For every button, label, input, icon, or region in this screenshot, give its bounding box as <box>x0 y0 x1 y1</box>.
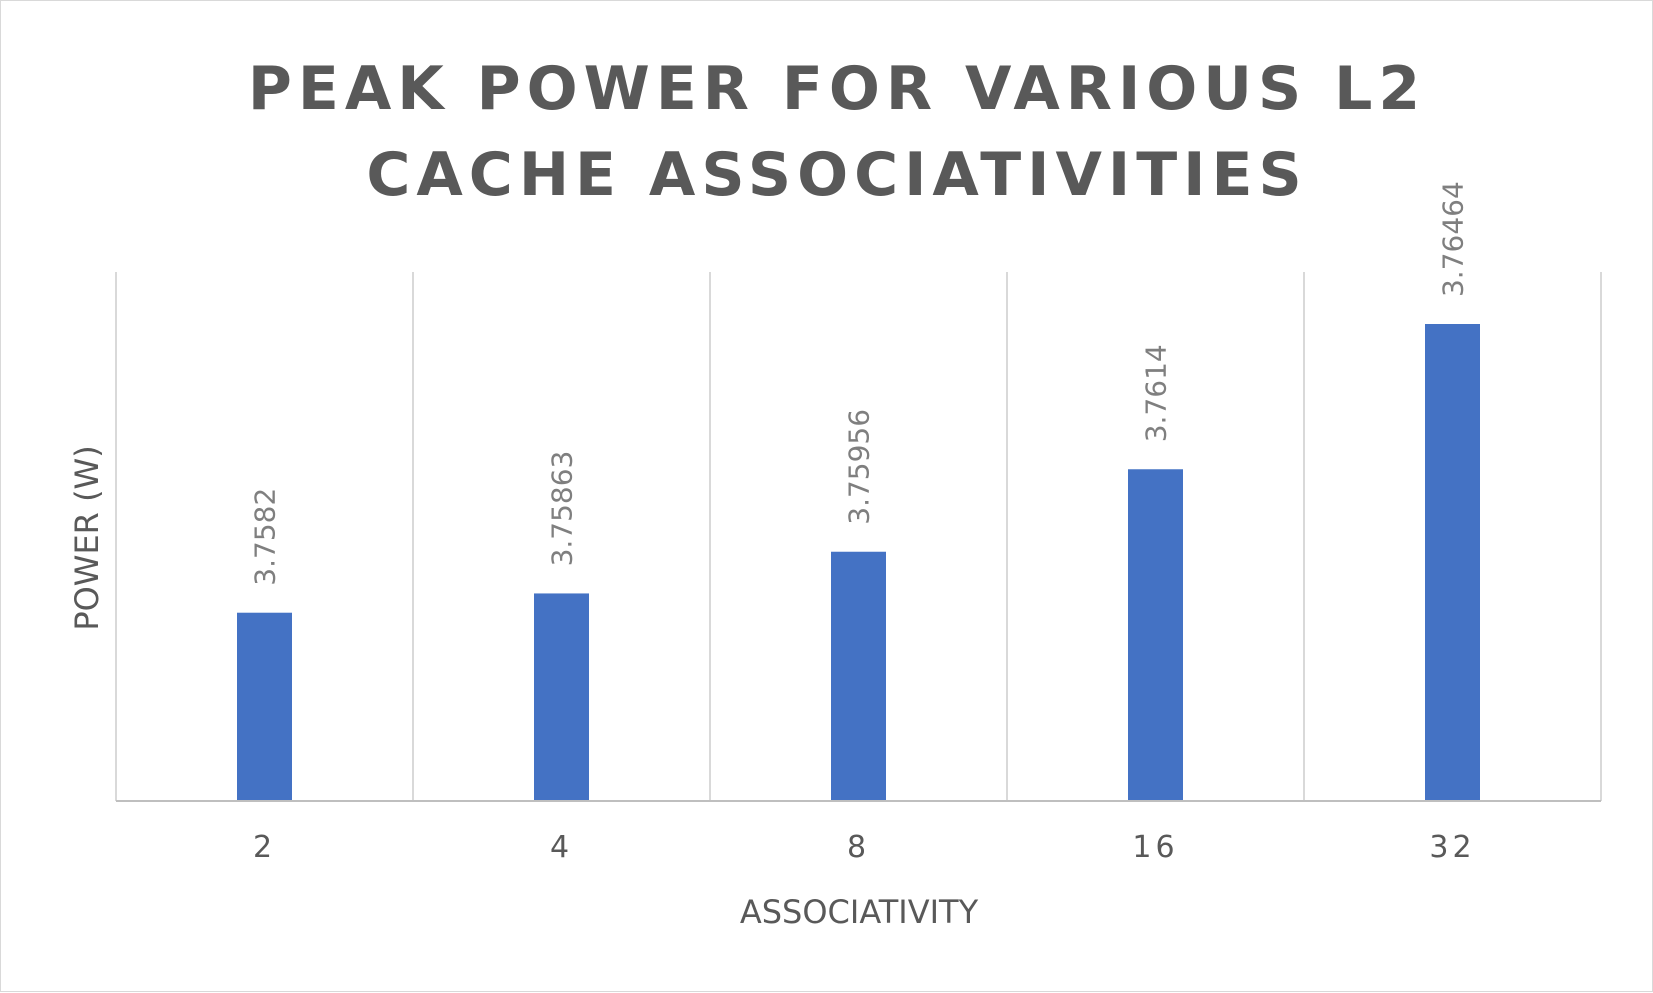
x-tick-label: 4 <box>550 830 573 865</box>
chart-title-line-1: PEAK POWER FOR VARIOUS L2 <box>248 54 1426 124</box>
data-label: 3.76464 <box>1437 181 1470 297</box>
chart-title-line-2: CACHE ASSOCIATIVITIES <box>366 140 1307 210</box>
x-axis-ticks: 2 4 8 16 32 <box>253 830 1475 865</box>
bar <box>1128 469 1183 801</box>
x-tick-label: 16 <box>1132 830 1178 865</box>
bar <box>831 551 886 801</box>
bar <box>1425 324 1480 801</box>
x-tick-label: 2 <box>253 830 276 865</box>
x-axis-title: ASSOCIATIVITY <box>740 893 979 931</box>
data-label: 3.7582 <box>249 488 282 586</box>
bar <box>534 593 589 801</box>
bar <box>237 612 292 801</box>
data-label: 3.75863 <box>546 451 579 567</box>
data-label: 3.7614 <box>1140 344 1173 442</box>
data-labels: 3.7582 3.75863 3.75956 3.7614 3.76464 <box>249 181 1470 586</box>
x-tick-label: 32 <box>1429 830 1475 865</box>
bar-series <box>237 324 1480 801</box>
data-label: 3.75956 <box>843 409 876 525</box>
vertical-gridlines <box>115 272 1602 801</box>
y-axis-title: POWER (W) <box>68 445 106 630</box>
x-tick-label: 8 <box>847 830 870 865</box>
